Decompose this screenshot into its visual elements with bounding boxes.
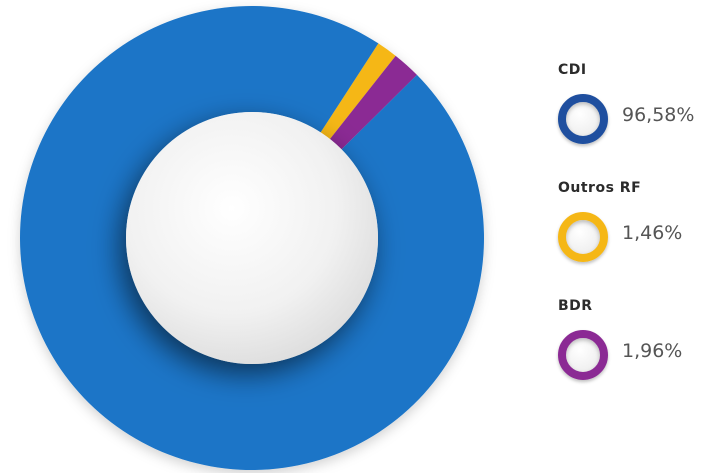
legend-label-bdr: BDR bbox=[558, 298, 593, 314]
legend-value-cdi: 96,58% bbox=[622, 104, 695, 126]
donut-chart bbox=[20, 6, 485, 471]
legend-label-outros-rf: Outros RF bbox=[558, 180, 642, 196]
legend-item-cdi: CDI 96,58% bbox=[556, 62, 720, 180]
legend-swatch-bdr bbox=[558, 330, 608, 380]
legend-item-outros-rf: Outros RF 1,46% bbox=[556, 180, 720, 298]
slice-outros-rf bbox=[320, 43, 396, 140]
legend: CDI 96,58% Outros RF 1,46% BDR 1,96% bbox=[556, 62, 720, 416]
slice-bdr bbox=[330, 55, 417, 150]
legend-value-outros-rf: 1,46% bbox=[622, 222, 683, 244]
donut-hole bbox=[126, 112, 378, 364]
legend-item-bdr: BDR 1,96% bbox=[556, 298, 720, 416]
legend-value-bdr: 1,96% bbox=[622, 340, 683, 362]
legend-label-cdi: CDI bbox=[558, 62, 587, 78]
legend-swatch-cdi bbox=[558, 94, 608, 144]
donut-slices bbox=[20, 6, 485, 471]
legend-swatch-outros-rf bbox=[558, 212, 608, 262]
slice-cdi bbox=[20, 6, 485, 471]
